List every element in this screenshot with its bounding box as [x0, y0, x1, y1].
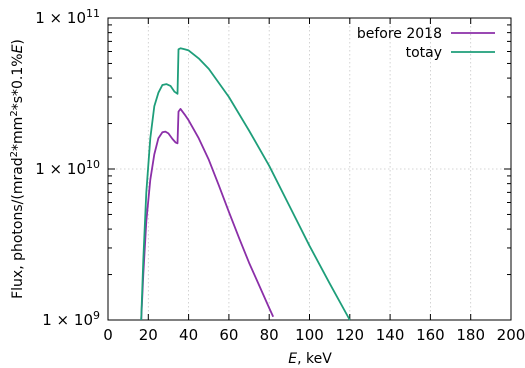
x-tick-label: 20	[139, 326, 158, 344]
x-tick-label: 120	[335, 326, 364, 344]
series-lines	[141, 48, 350, 320]
x-tick-label: 200	[497, 326, 525, 344]
legend-label: totay	[406, 45, 442, 61]
legend: before 2018 totay	[357, 26, 495, 61]
y-axis-label-part: *s*0.1%	[10, 53, 26, 110]
y-axis-label-part: )	[10, 39, 26, 44]
series-line-1	[141, 48, 350, 320]
y-axis-label-part: Flux, photons/(mrad	[10, 157, 26, 299]
x-tick-label: 0	[103, 326, 113, 344]
x-tick-label: 160	[416, 326, 445, 344]
legend-label: before 2018	[357, 26, 442, 42]
series-line-0	[141, 109, 273, 320]
x-tick-label: 180	[456, 326, 485, 344]
y-axis-label-part: *mm	[10, 117, 26, 151]
y-tick-label: 1 × 109	[42, 309, 100, 330]
x-tick-label: 100	[295, 326, 324, 344]
x-tick-label: 80	[260, 326, 279, 344]
x-tick-label: 140	[376, 326, 405, 344]
x-axis-label: E, keV	[288, 351, 332, 367]
axis-ticks: 0 20 40 60 80 100 120 140 160 180 200 1 × 109 1 × 10…	[35, 7, 525, 345]
x-axis-label-var: E	[288, 351, 297, 367]
x-tick-label: 40	[179, 326, 198, 344]
grid	[108, 18, 511, 320]
y-axis-label-var: E	[10, 44, 26, 53]
y-tick-label: 1 × 1010	[35, 158, 100, 179]
x-axis-label-unit: , keV	[297, 351, 332, 367]
y-axis-label: Flux, photons/(mrad2*mm2*s*0.1%E)	[9, 39, 27, 299]
y-tick-label: 1 × 1011	[35, 7, 100, 28]
x-tick-label: 60	[219, 326, 238, 344]
